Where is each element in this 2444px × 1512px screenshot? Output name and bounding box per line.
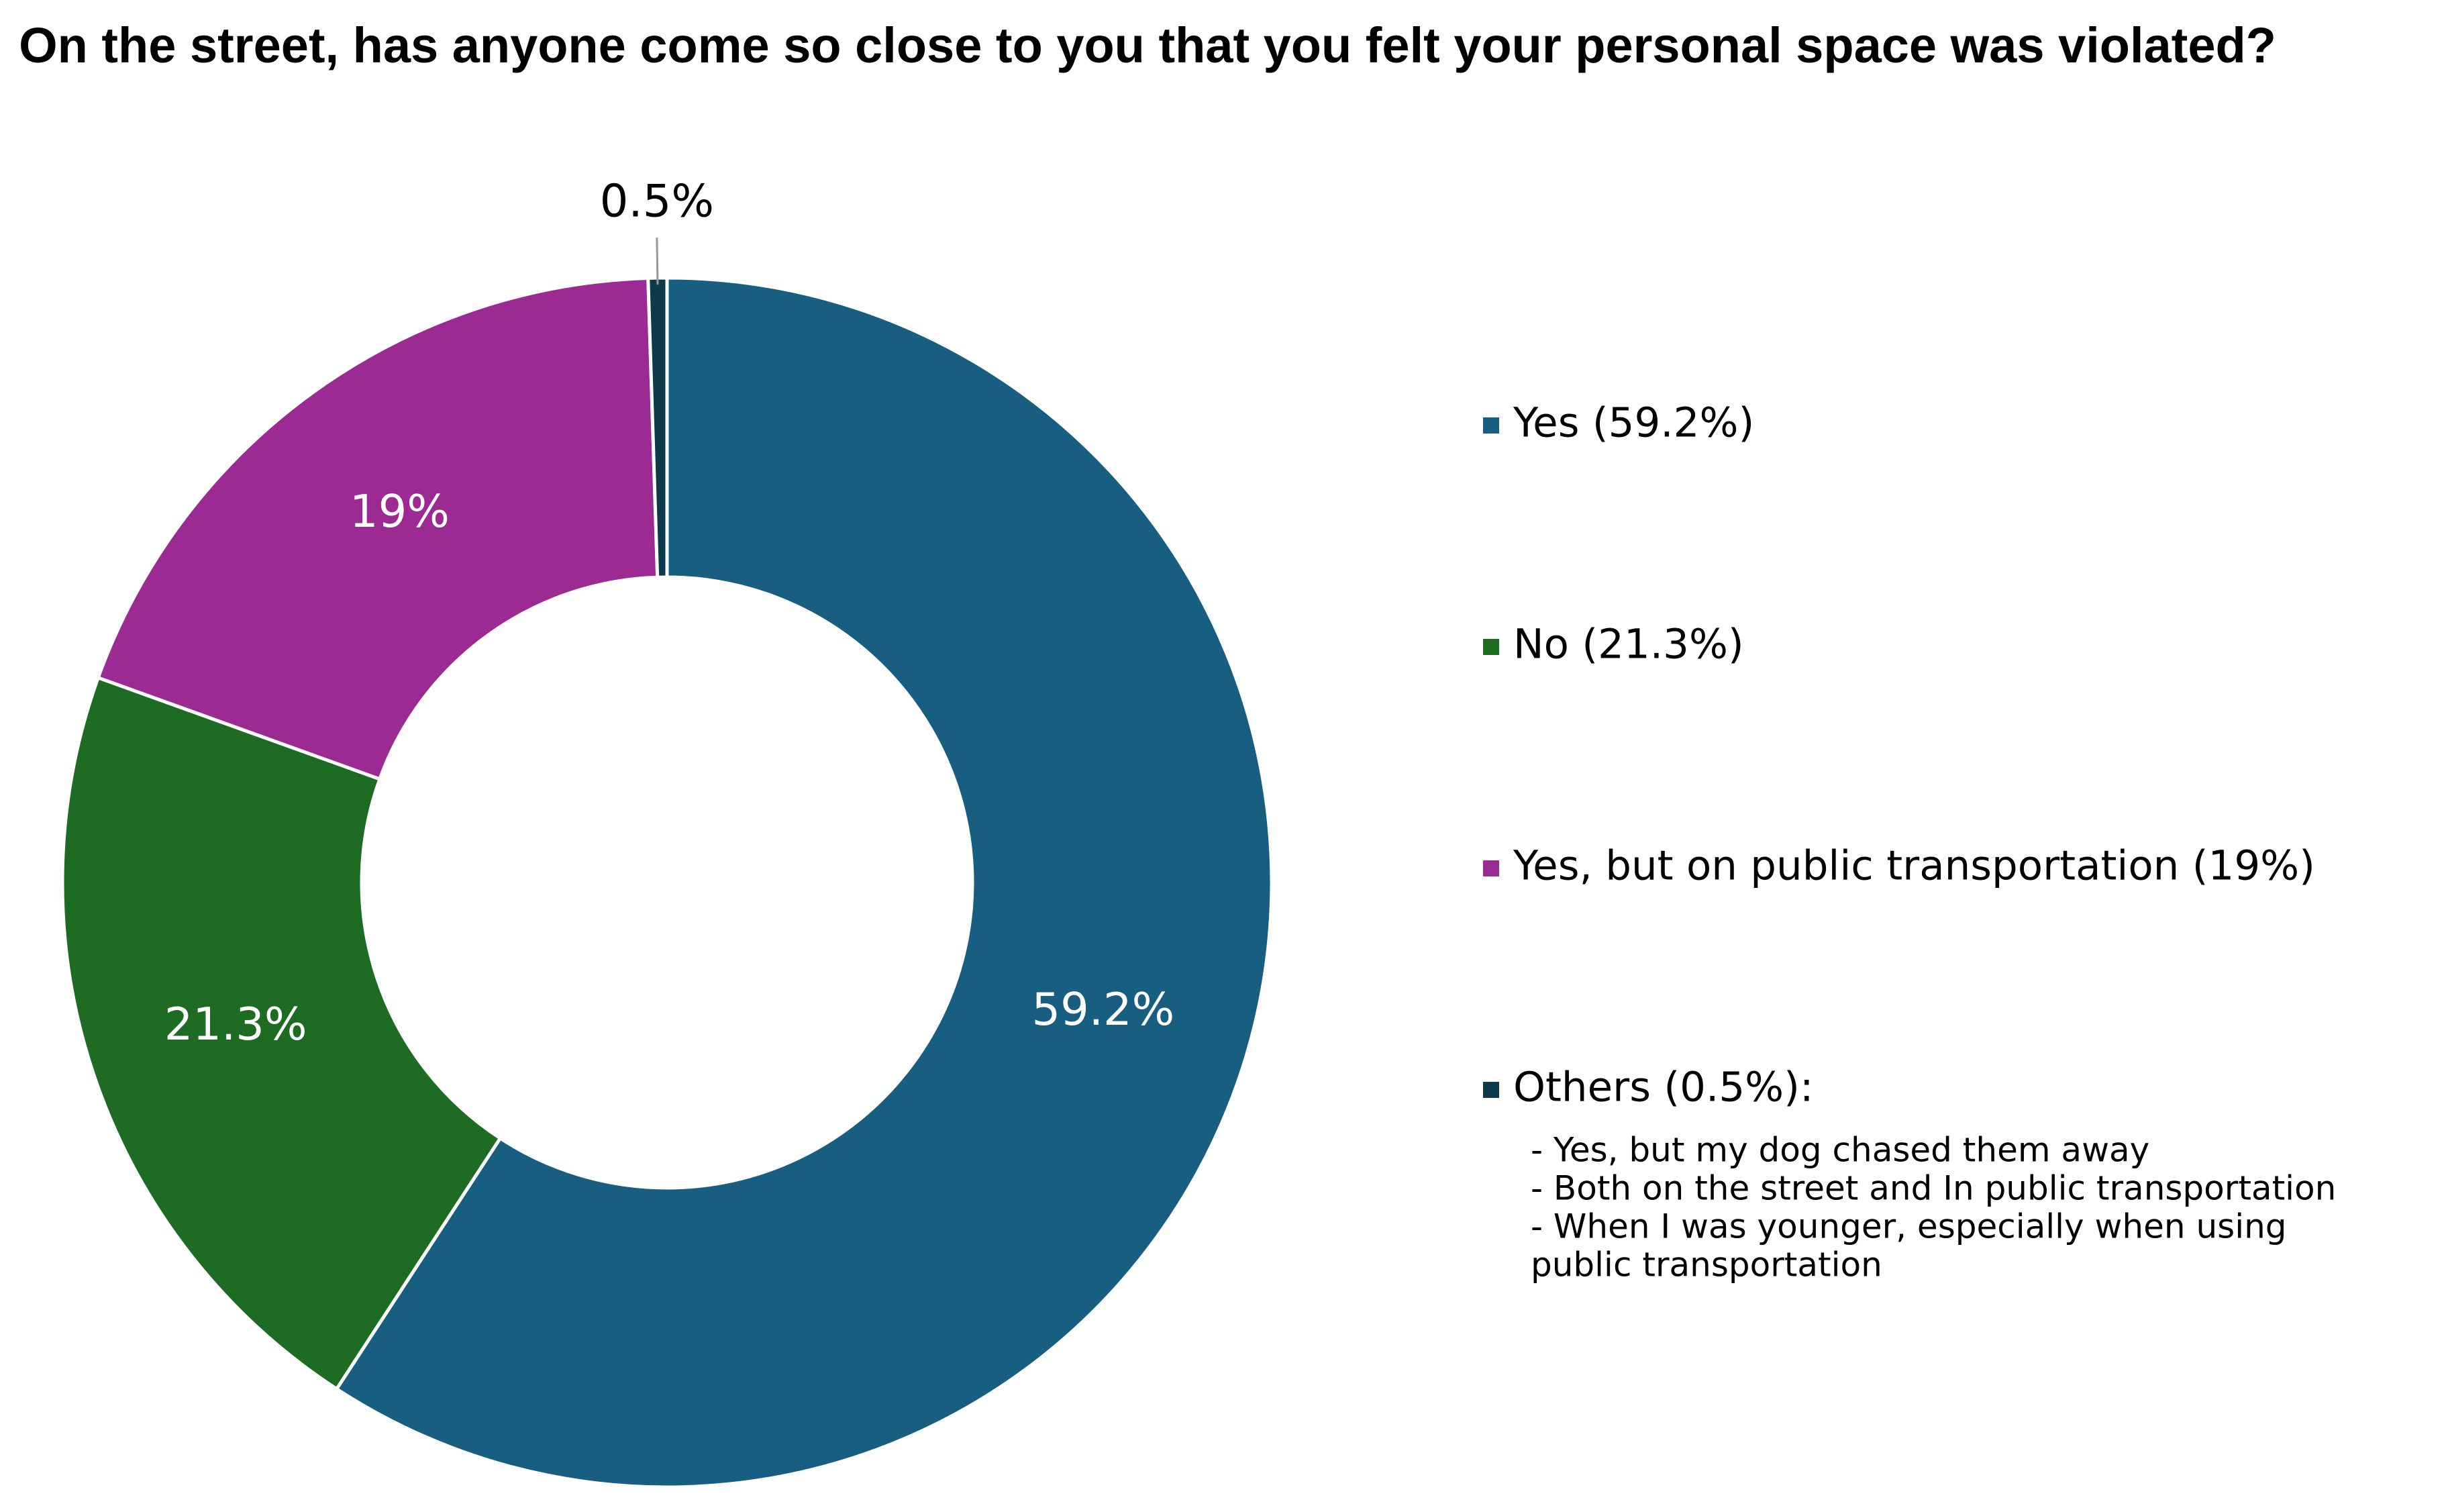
legend-label: Yes, but on public transportation (19%) (1513, 842, 2315, 890)
data-label: 59.2% (1031, 983, 1174, 1036)
slice (60, 675, 503, 1392)
legend-swatch (1483, 417, 1499, 434)
legend-note: - Yes, but my dog chased them away (1531, 1131, 2149, 1170)
data-label: 21.3% (164, 998, 307, 1050)
legend-swatch (1483, 639, 1499, 655)
legend-label: Others (0.5%): (1513, 1064, 1814, 1111)
data-label: 0.5% (600, 175, 714, 228)
legend-swatch (1483, 860, 1499, 876)
legend-label: Yes (59.2%) (1513, 399, 1754, 447)
leader-line (656, 238, 659, 285)
legend-note: - Both on the street and In public trans… (1531, 1169, 2336, 1208)
legend-swatch (1483, 1082, 1499, 1098)
slice (334, 276, 1274, 1489)
slice (96, 276, 660, 782)
legend-note: public transportation (1531, 1246, 1882, 1284)
data-label: 19% (350, 485, 450, 538)
slice (646, 276, 669, 579)
chart-title: On the street, has anyone come so close … (19, 17, 2276, 73)
legend-label: No (21.3%) (1513, 621, 1744, 668)
legend-note: - When I was younger, especially when us… (1531, 1207, 2287, 1246)
